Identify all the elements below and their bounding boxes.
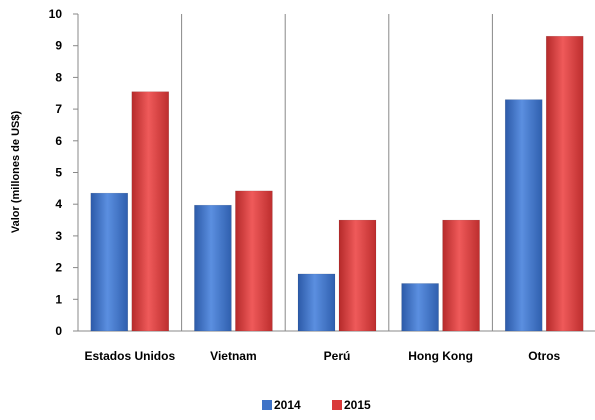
x-category-label: Otros (528, 349, 560, 363)
bar-2015-3 (442, 219, 480, 332)
legend: 2014 2015 (262, 398, 371, 412)
y-axis-title: Valor (millones de US$) (10, 111, 22, 234)
x-category-label: Vietnam (210, 349, 256, 363)
y-tick-label: 2 (55, 261, 62, 275)
legend-swatch-2015 (332, 400, 342, 410)
y-tick-label: 7 (55, 102, 62, 116)
y-axis: 0 1 2 3 4 5 6 7 8 9 10 (49, 7, 78, 338)
y-tick-label: 9 (55, 39, 62, 53)
bar-2015-4 (545, 35, 584, 332)
y-tick-label: 1 (55, 292, 62, 306)
bar-2015-0 (131, 91, 170, 332)
y-tick-label: 10 (49, 7, 63, 21)
y-tick-label: 5 (55, 166, 62, 180)
bar-2015-2 (338, 219, 377, 332)
bar-2014-0 (90, 192, 129, 332)
x-category-label: Estados Unidos (84, 349, 175, 363)
legend-label: 2015 (344, 398, 371, 412)
legend-label: 2014 (274, 398, 301, 412)
x-axis-labels: Estados Unidos Vietnam Perú Hong Kong Otros (84, 349, 560, 363)
y-tick-label: 6 (55, 134, 62, 148)
bar-2014-1 (194, 204, 232, 332)
bar-2014-2 (297, 273, 336, 332)
bar-2015-1 (235, 190, 273, 332)
x-category-label: Perú (324, 349, 351, 363)
bar-2014-4 (504, 99, 543, 332)
bar-2014-3 (401, 283, 439, 332)
y-tick-label: 8 (55, 70, 62, 84)
bars (90, 35, 584, 332)
legend-swatch-2014 (262, 400, 272, 410)
y-tick-label: 3 (55, 229, 62, 243)
y-tick-label: 0 (55, 324, 62, 338)
y-tick-label: 4 (55, 197, 62, 211)
x-category-label: Hong Kong (408, 349, 473, 363)
category-separators (181, 14, 493, 331)
